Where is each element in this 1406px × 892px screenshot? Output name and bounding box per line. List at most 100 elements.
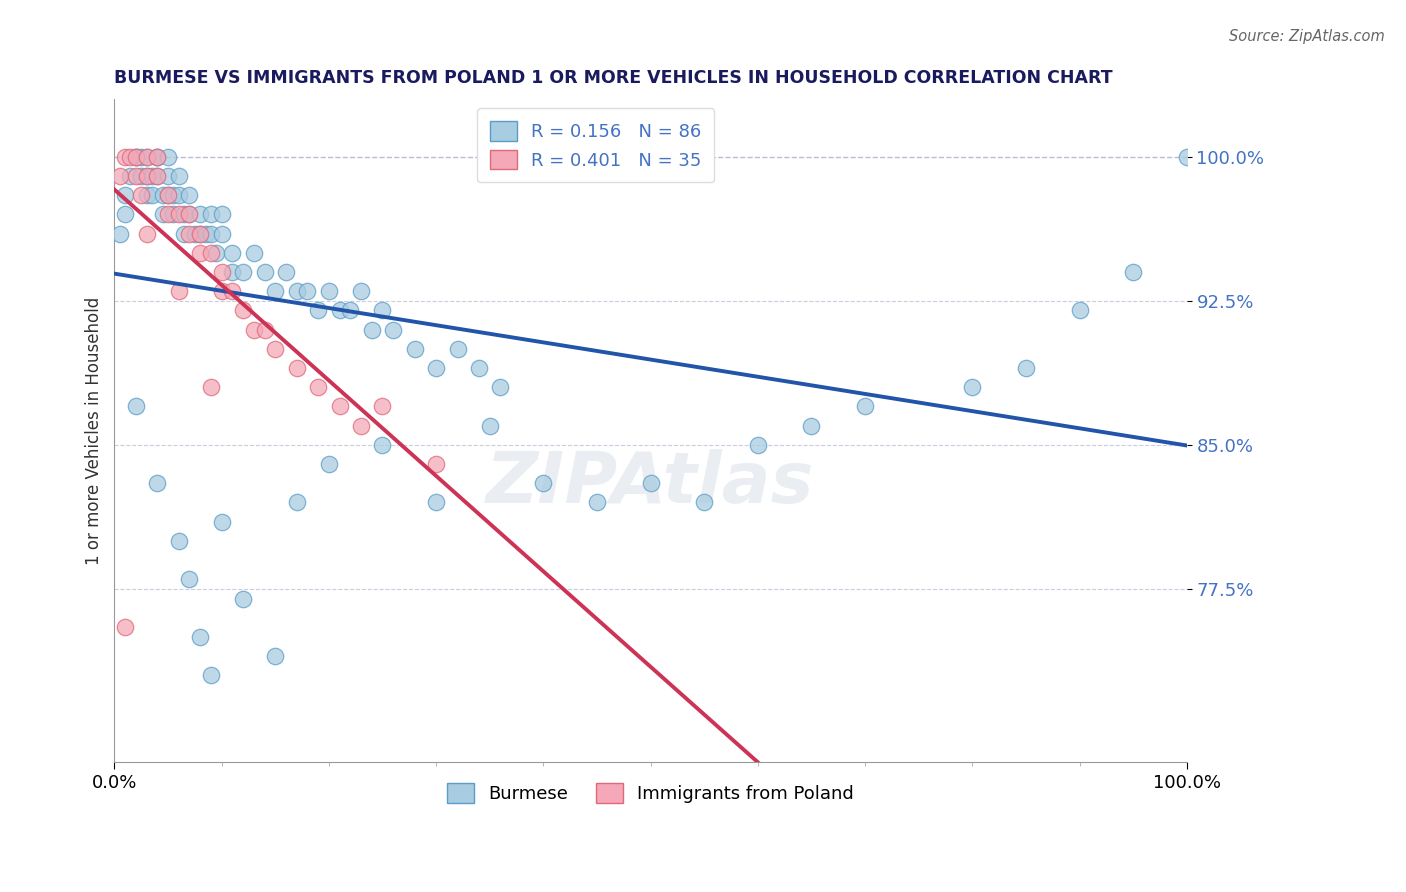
Point [285, 361, 308, 376]
Point [478, 418, 501, 433]
Point [264, 649, 287, 664]
Point [307, 303, 329, 318]
Point [1069, 303, 1091, 318]
Point [179, 207, 201, 221]
Point [243, 323, 266, 337]
Point [157, 207, 180, 221]
Point [211, 207, 233, 221]
Point [371, 438, 394, 452]
Point [114, 150, 136, 164]
Point [188, 227, 211, 241]
Point [146, 169, 169, 183]
Point [200, 227, 222, 241]
Point [350, 418, 373, 433]
Point [135, 227, 157, 241]
Point [693, 495, 716, 509]
Point [253, 323, 276, 337]
Point [135, 169, 157, 183]
Point [221, 265, 243, 279]
Point [146, 150, 169, 164]
Point [371, 303, 394, 318]
Point [120, 169, 142, 183]
Point [318, 457, 340, 471]
Point [404, 342, 426, 356]
Point [221, 245, 243, 260]
Point [141, 188, 163, 202]
Point [232, 591, 254, 606]
Point [125, 150, 148, 164]
Point [135, 150, 157, 164]
Point [221, 285, 243, 299]
Point [162, 207, 184, 221]
Point [120, 150, 142, 164]
Point [152, 207, 174, 221]
Text: BURMESE VS IMMIGRANTS FROM POLAND 1 OR MORE VEHICLES IN HOUSEHOLD CORRELATION CH: BURMESE VS IMMIGRANTS FROM POLAND 1 OR M… [114, 69, 1114, 87]
Point [167, 188, 190, 202]
Point [200, 668, 222, 682]
Point [425, 495, 447, 509]
Point [468, 361, 491, 376]
Point [200, 207, 222, 221]
Point [157, 188, 180, 202]
Legend: Burmese, Immigrants from Poland: Burmese, Immigrants from Poland [439, 774, 863, 813]
Point [146, 150, 169, 164]
Point [188, 245, 211, 260]
Point [232, 303, 254, 318]
Point [350, 285, 373, 299]
Point [371, 400, 394, 414]
Point [211, 515, 233, 529]
Point [179, 188, 201, 202]
Point [211, 265, 233, 279]
Point [211, 285, 233, 299]
Point [425, 361, 447, 376]
Point [125, 169, 148, 183]
Point [167, 207, 190, 221]
Text: Source: ZipAtlas.com: Source: ZipAtlas.com [1229, 29, 1385, 44]
Point [146, 169, 169, 183]
Point [129, 169, 152, 183]
Point [285, 495, 308, 509]
Point [329, 303, 352, 318]
Point [141, 169, 163, 183]
Point [339, 303, 361, 318]
Point [962, 380, 984, 394]
Point [135, 188, 157, 202]
Point [157, 188, 180, 202]
Point [173, 207, 195, 221]
Point [167, 285, 190, 299]
Point [200, 380, 222, 394]
Point [264, 342, 287, 356]
Point [146, 150, 169, 164]
Point [1015, 361, 1038, 376]
Point [157, 150, 180, 164]
Point [307, 380, 329, 394]
Point [318, 285, 340, 299]
Point [285, 285, 308, 299]
Point [360, 323, 382, 337]
Point [297, 285, 319, 299]
Point [1175, 150, 1198, 164]
Point [264, 285, 287, 299]
Point [253, 265, 276, 279]
Point [162, 188, 184, 202]
Point [531, 476, 554, 491]
Point [232, 265, 254, 279]
Point [1122, 265, 1144, 279]
Point [586, 495, 609, 509]
Point [114, 207, 136, 221]
Point [146, 476, 169, 491]
Point [129, 188, 152, 202]
Point [274, 265, 297, 279]
Point [108, 169, 131, 183]
Text: ZIPAtlas: ZIPAtlas [486, 449, 815, 518]
Point [200, 245, 222, 260]
Point [188, 630, 211, 644]
Point [489, 380, 512, 394]
Point [114, 620, 136, 634]
Point [800, 418, 823, 433]
Point [188, 227, 211, 241]
Point [446, 342, 468, 356]
Point [205, 245, 228, 260]
Point [211, 227, 233, 241]
Point [125, 150, 148, 164]
